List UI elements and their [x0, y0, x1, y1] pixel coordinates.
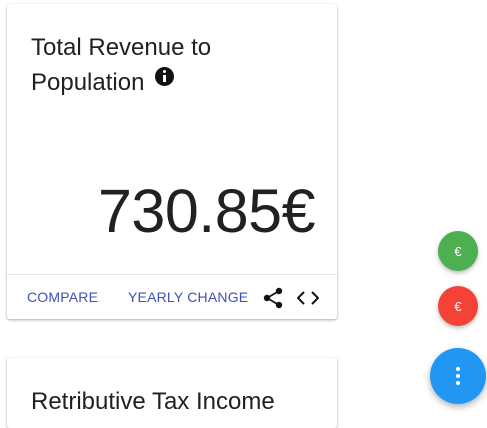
card-title: Total Revenue to Population	[31, 30, 321, 100]
metric-value: 730.85€	[98, 177, 316, 245]
more-vert-icon	[456, 367, 460, 385]
card-title-text: Total Revenue to Population	[31, 34, 212, 96]
more-options-fab[interactable]	[430, 348, 486, 404]
yearly-change-button[interactable]: YEARLY CHANGE	[128, 289, 249, 305]
code-icon[interactable]	[297, 290, 319, 306]
retributive-tax-income-card: Retributive Tax Income	[7, 358, 337, 428]
share-icon[interactable]	[263, 287, 283, 309]
compare-button[interactable]: COMPARE	[27, 289, 99, 305]
revenue-to-population-card: Total Revenue to Population 730.85€ COMP…	[7, 4, 337, 319]
euro-icon: €	[454, 243, 462, 259]
card-actions: COMPARE YEARLY CHANGE	[7, 274, 337, 320]
info-icon[interactable]	[155, 67, 175, 86]
euro-fab-red[interactable]: €	[438, 286, 478, 326]
card-title: Retributive Tax Income	[31, 388, 275, 415]
euro-fab-green[interactable]: €	[438, 231, 478, 271]
euro-icon: €	[454, 298, 462, 314]
